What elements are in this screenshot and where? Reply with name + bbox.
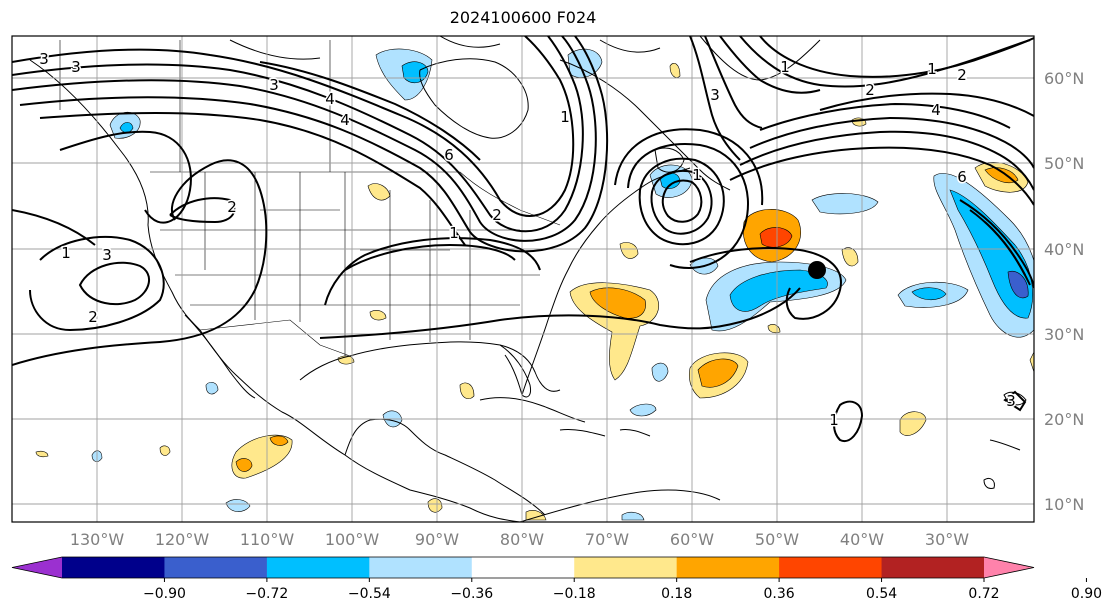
map-title: 2024100600 F024 xyxy=(449,8,597,27)
lon-label: 50°W xyxy=(755,530,799,549)
lon-label: 130°W xyxy=(70,530,125,549)
lat-label: 20°N xyxy=(1044,410,1084,429)
lon-label: 40°W xyxy=(840,530,884,549)
contour-label: 3 xyxy=(269,76,279,94)
colorbar-extend-max xyxy=(984,557,1034,578)
lon-label: 90°W xyxy=(415,530,459,549)
contour-label: 3 xyxy=(71,58,81,76)
storm-center-marker xyxy=(808,261,826,279)
contour-label: 3 xyxy=(39,50,49,68)
colorbar-segment xyxy=(266,557,370,578)
lon-label: 100°W xyxy=(325,530,380,549)
contour-label: 6 xyxy=(957,168,967,186)
graticule xyxy=(12,36,1034,522)
colorbar-segment xyxy=(62,557,165,578)
map-frame xyxy=(11,35,1035,523)
coastlines xyxy=(29,36,1027,522)
lon-label: 70°W xyxy=(585,530,629,549)
colorbar-tick-label: −0.36 xyxy=(450,586,493,602)
colorbar-segment xyxy=(676,557,780,578)
colorbar-tick-label: 0.72 xyxy=(968,586,999,602)
contour-label: 2 xyxy=(957,66,967,84)
contour-label: 2 xyxy=(865,81,875,99)
contour-label: 3 xyxy=(1006,392,1016,410)
lat-label: 50°N xyxy=(1044,154,1084,173)
contour-label: 1 xyxy=(927,60,937,78)
contour-label: 2 xyxy=(227,198,237,216)
contour-label: 1 xyxy=(692,166,702,184)
lat-label: 30°N xyxy=(1044,325,1084,344)
contour-label: 2 xyxy=(492,206,502,224)
contour-label: 1 xyxy=(560,108,570,126)
lat-label: 10°N xyxy=(1044,495,1084,514)
lon-label: 30°W xyxy=(925,530,969,549)
contour-label: 4 xyxy=(325,90,335,108)
longitude-labels: 130°W 120°W 110°W 100°W 90°W 80°W 70°W 6… xyxy=(70,530,969,549)
contour-label: 1 xyxy=(61,244,71,262)
contour-label: 3 xyxy=(710,86,720,104)
colorbar-tick-label: 0.90 xyxy=(1071,586,1102,602)
lon-label: 120°W xyxy=(155,530,210,549)
colorbar-outline xyxy=(11,556,1035,579)
contour-label: 1 xyxy=(829,411,839,429)
colorbar-tick-label: −0.18 xyxy=(553,586,596,602)
contour-label: 3 xyxy=(102,246,112,264)
colorbar-tick-label: −0.72 xyxy=(245,586,288,602)
contour-label: 4 xyxy=(340,111,350,129)
lon-label: 60°W xyxy=(670,530,714,549)
colorbar-tick-label: 0.18 xyxy=(661,586,692,602)
colorbar-tick-label: −0.54 xyxy=(348,586,391,602)
contour-label: 1 xyxy=(780,58,790,76)
colorbar-segment xyxy=(164,557,268,578)
colorbar-segment xyxy=(881,557,985,578)
lon-label: 80°W xyxy=(500,530,544,549)
contour-label: 2 xyxy=(88,308,98,326)
colorbar-tick-label: 0.36 xyxy=(764,586,795,602)
lon-label: 110°W xyxy=(240,530,295,549)
contour-label: 6 xyxy=(444,146,454,164)
colorbar-segment xyxy=(471,557,575,578)
contour-label: 1 xyxy=(449,224,459,242)
political-borders xyxy=(59,40,561,357)
anomaly-shading xyxy=(35,48,1034,521)
contour-label: 4 xyxy=(931,101,941,119)
lat-label: 40°N xyxy=(1044,240,1084,259)
lat-label: 60°N xyxy=(1044,69,1084,88)
colorbar-segment xyxy=(369,557,473,578)
height-contours xyxy=(12,36,1034,443)
colorbar: −0.90 −0.72 −0.54 −0.36 −0.18 0.18 0.36 0.54 0.7… xyxy=(11,556,1102,602)
colorbar-segment xyxy=(574,557,678,578)
colorbar-extend-min xyxy=(12,557,62,578)
colorbar-segment xyxy=(779,557,883,578)
colorbar-tick-label: −0.90 xyxy=(143,586,186,602)
latitude-labels: 60°N 50°N 40°N 30°N 20°N 10°N xyxy=(1044,69,1084,514)
colorbar-tick-label: 0.54 xyxy=(866,586,897,602)
